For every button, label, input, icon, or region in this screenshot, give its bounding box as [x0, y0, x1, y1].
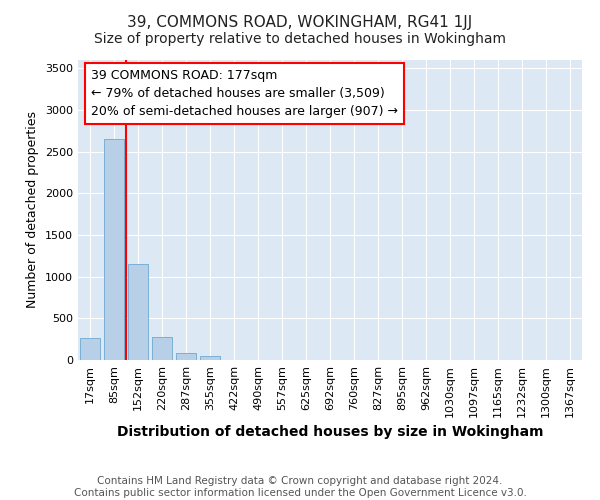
Bar	[128, 264, 148, 360]
Bar	[104, 139, 124, 360]
Bar	[152, 337, 172, 360]
X-axis label: Distribution of detached houses by size in Wokingham: Distribution of detached houses by size …	[117, 425, 543, 439]
Text: 39, COMMONS ROAD, WOKINGHAM, RG41 1JJ: 39, COMMONS ROAD, WOKINGHAM, RG41 1JJ	[127, 15, 473, 30]
Bar	[176, 353, 196, 360]
Text: 39 COMMONS ROAD: 177sqm
← 79% of detached houses are smaller (3,509)
20% of semi: 39 COMMONS ROAD: 177sqm ← 79% of detache…	[91, 69, 398, 118]
Y-axis label: Number of detached properties: Number of detached properties	[26, 112, 40, 308]
Text: Contains HM Land Registry data © Crown copyright and database right 2024.
Contai: Contains HM Land Registry data © Crown c…	[74, 476, 526, 498]
Bar	[80, 338, 100, 360]
Bar	[200, 356, 220, 360]
Text: Size of property relative to detached houses in Wokingham: Size of property relative to detached ho…	[94, 32, 506, 46]
